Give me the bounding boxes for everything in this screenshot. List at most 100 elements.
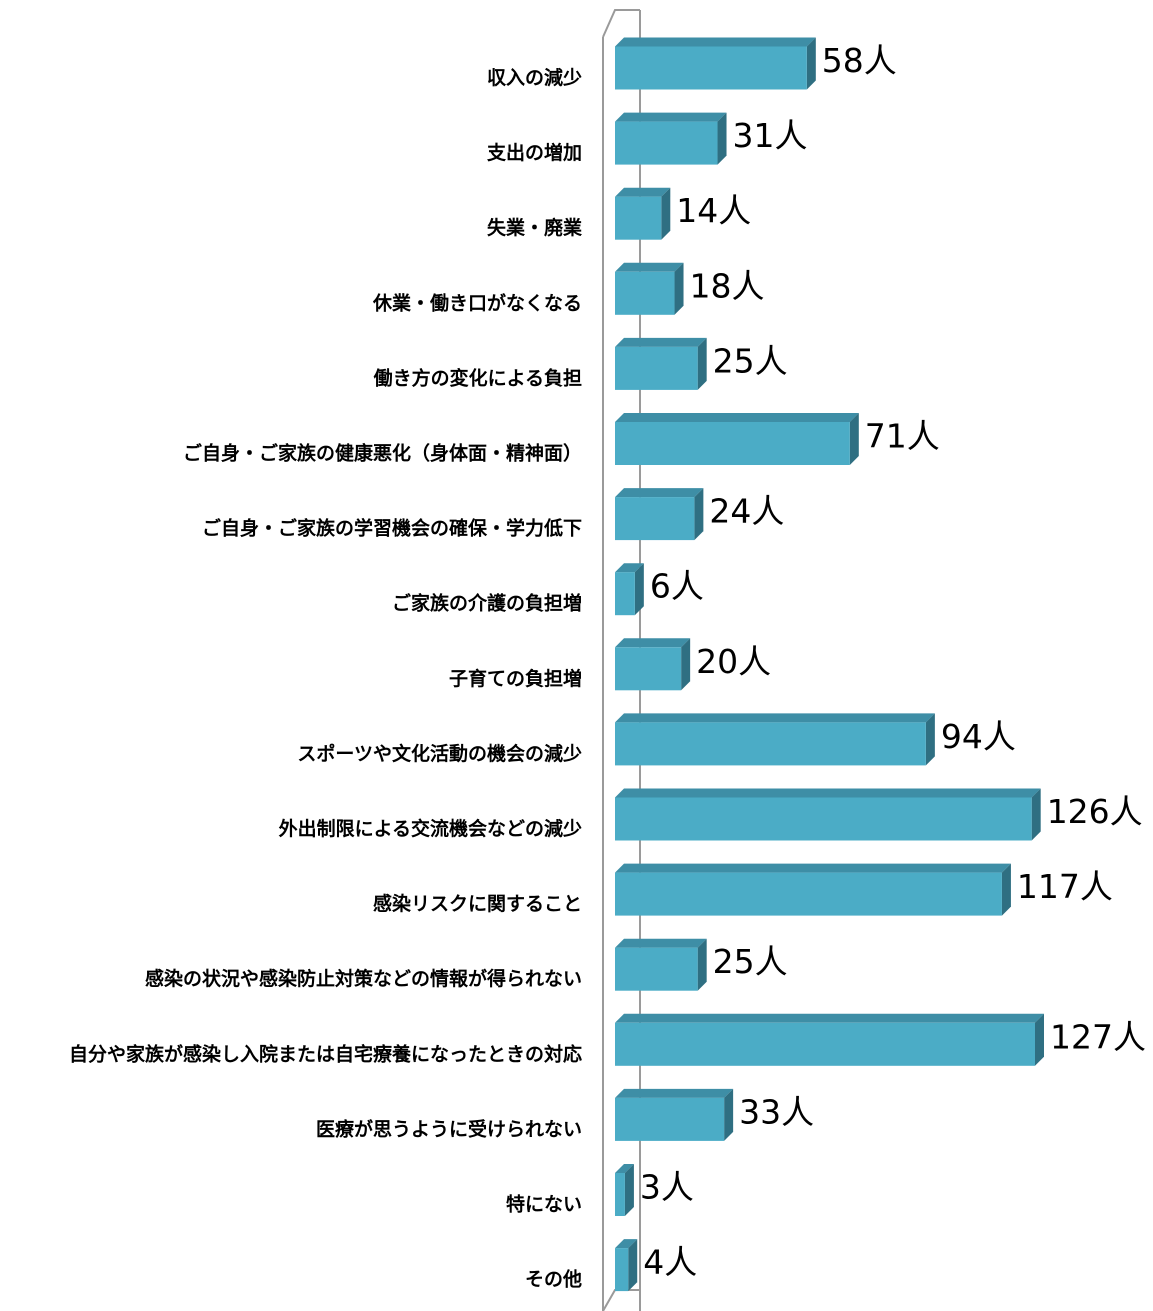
bar-side-face — [1031, 788, 1041, 841]
bar-15 — [615, 1088, 734, 1141]
category-label: 感染の状況や感染防止対策などの情報が得られない — [145, 967, 582, 990]
value-label: 4人 — [643, 1243, 697, 1282]
category-label: ご家族の介護の負担増 — [392, 592, 582, 615]
category-label: 収入の減少 — [487, 66, 582, 89]
bar-side-face — [674, 262, 684, 315]
value-label: 127人 — [1050, 1017, 1146, 1056]
category-label: 特にない — [506, 1194, 582, 1216]
bar-1 — [615, 37, 816, 90]
bar-17 — [615, 1239, 638, 1292]
bar-3 — [615, 187, 671, 240]
bar-side-face — [694, 488, 704, 541]
bar-14 — [615, 1013, 1044, 1066]
bar-top-face — [615, 1088, 734, 1098]
bar-front-face — [615, 1248, 629, 1292]
bar-top-face — [615, 262, 684, 272]
category-label: 感染リスクに関すること — [373, 892, 582, 915]
bar-side-face — [697, 337, 707, 390]
bar-top-face — [615, 413, 859, 422]
bar-8 — [615, 563, 644, 616]
value-label: 71人 — [865, 417, 940, 456]
category-label: 働き方の変化による負担 — [373, 366, 582, 389]
bar-side-face — [628, 1239, 638, 1292]
value-label: 24人 — [709, 492, 784, 531]
bar-front-face — [615, 422, 850, 465]
value-label: 20人 — [696, 642, 771, 681]
bar-10 — [615, 713, 935, 766]
value-label: 33人 — [739, 1092, 814, 1131]
bar-side-face — [925, 713, 935, 766]
category-label: 休業・働き口がなくなる — [372, 291, 582, 314]
value-label: 6人 — [650, 567, 704, 606]
bar-2 — [615, 112, 727, 165]
bar-side-face — [1001, 863, 1011, 916]
value-label: 18人 — [690, 266, 765, 305]
bar-top-face — [615, 713, 935, 723]
value-label: 94人 — [941, 717, 1016, 756]
value-label: 117人 — [1017, 867, 1113, 906]
bar-top-face — [615, 788, 1041, 798]
bar-top-face — [615, 1164, 634, 1173]
bar-front-face — [615, 1173, 625, 1216]
axis-wall-bottom-edge — [602, 1289, 640, 1311]
bar-front-face — [615, 497, 695, 541]
value-label: 31人 — [733, 116, 808, 155]
value-label: 25人 — [713, 942, 788, 981]
category-label: 医療が思うように受けられない — [316, 1117, 582, 1140]
value-label: 58人 — [822, 41, 897, 80]
bar-side-face — [697, 938, 707, 991]
bar-side-face — [717, 112, 727, 165]
bar-front-face — [615, 947, 698, 991]
bar-side-face — [806, 37, 816, 90]
bar-12 — [615, 863, 1011, 916]
category-label: 子育ての負担増 — [449, 667, 582, 690]
category-label: その他 — [525, 1268, 582, 1291]
value-label: 25人 — [713, 341, 788, 380]
bar-side-face — [849, 413, 859, 465]
bar-top-face — [615, 1239, 638, 1249]
bar-top-face — [615, 37, 816, 47]
bar-top-face — [615, 863, 1011, 873]
bar-front-face — [615, 346, 698, 390]
bar-side-face — [1035, 1013, 1044, 1066]
bar-9 — [615, 638, 691, 691]
bar-4 — [615, 262, 684, 315]
bar-front-face — [615, 46, 807, 90]
category-label: スポーツや文化活動の機会の減少 — [297, 742, 582, 765]
bar-top-face — [615, 1013, 1044, 1023]
bar-top-face — [615, 488, 704, 498]
axis-wall-top-edge — [602, 9, 640, 38]
bar-5 — [615, 337, 707, 390]
bar-front-face — [615, 647, 682, 691]
bar-top-face — [615, 638, 691, 648]
bar-side-face — [681, 638, 691, 691]
bar-top-face — [615, 187, 671, 197]
bar-side-face — [634, 563, 644, 616]
bar-top-face — [615, 112, 727, 122]
bar-front-face — [615, 1097, 725, 1141]
value-label: 126人 — [1047, 792, 1143, 831]
value-label: 3人 — [640, 1168, 694, 1207]
bar-7 — [615, 488, 704, 541]
bar-front-face — [615, 872, 1002, 916]
category-label: 自分や家族が感染し入院または自宅療養になったときの対応 — [69, 1042, 582, 1065]
category-label: 支出の増加 — [486, 141, 582, 164]
bar-side-face — [624, 1164, 634, 1216]
bar-side-face — [661, 187, 671, 240]
value-label: 14人 — [676, 191, 751, 230]
category-label: ご自身・ご家族の学習機会の確保・学力低下 — [202, 517, 582, 540]
bar-16 — [615, 1164, 634, 1216]
bar-side-face — [724, 1088, 734, 1141]
category-label: ご自身・ご家族の健康悪化（身体面・精神面） — [183, 442, 582, 465]
bar-top-face — [615, 563, 644, 573]
bar-top-face — [615, 337, 707, 347]
category-labels: 収入の減少支出の増加失業・廃業休業・働き口がなくなる働き方の変化による負担ご自身… — [69, 66, 583, 1291]
bars — [615, 37, 1044, 1292]
bar-top-face — [615, 938, 707, 948]
bar-front-face — [615, 722, 926, 766]
category-label: 失業・廃業 — [487, 216, 583, 239]
bar-11 — [615, 788, 1041, 841]
category-label: 外出制限による交流機会などの減少 — [279, 817, 582, 840]
